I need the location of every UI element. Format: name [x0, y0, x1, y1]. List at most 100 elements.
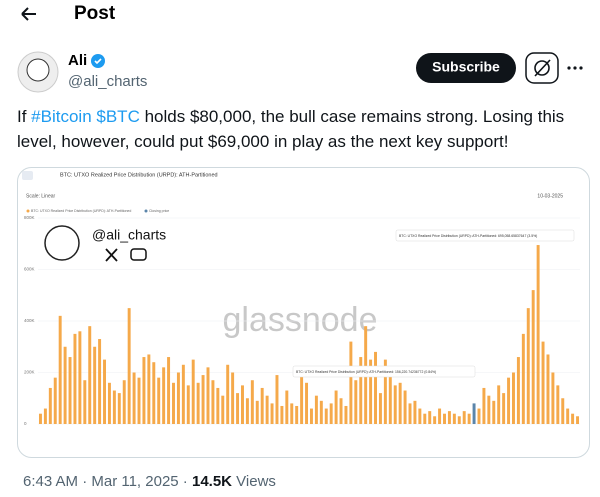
time: 6:43 AM · Mar 11, 2025 ·: [23, 473, 192, 490]
back-arrow[interactable]: [21, 7, 36, 21]
views: 14.5K: [192, 473, 232, 490]
bar: [467, 413, 471, 424]
bar: [369, 359, 373, 424]
bar: [556, 385, 560, 424]
bar: [477, 408, 481, 424]
bar: [112, 390, 116, 424]
bar: [216, 387, 220, 424]
bar: [319, 400, 323, 424]
bar: [117, 393, 121, 424]
bar: [221, 395, 225, 424]
bar: [309, 408, 313, 424]
bar: [561, 398, 565, 424]
legend-entry: BTC: UTXO Realized Price Distribution (U…: [31, 209, 131, 213]
scale-label: Scale: Linear: [26, 193, 56, 199]
bar: [378, 393, 382, 424]
bar: [93, 346, 97, 424]
bar: [226, 364, 230, 424]
bar: [472, 403, 476, 424]
bar: [551, 372, 555, 424]
bar: [206, 367, 210, 424]
legend-entry: Closing price: [149, 209, 169, 213]
bar: [531, 290, 535, 424]
subscribe-button[interactable]: [416, 53, 516, 83]
bar: [418, 408, 422, 424]
bar: [250, 380, 254, 424]
bar: [512, 372, 515, 424]
grok-slash: [534, 59, 551, 77]
bar: [83, 380, 87, 424]
views-label: Views: [232, 473, 276, 490]
bar: [211, 380, 215, 424]
bar: [181, 364, 185, 424]
bar: [482, 387, 486, 424]
bar: [127, 308, 131, 424]
bar: [255, 400, 259, 424]
date-label: 10-03-2025: [537, 193, 563, 199]
grok-icon: [534, 60, 550, 76]
bar: [157, 377, 161, 424]
bar: [142, 357, 146, 424]
overlay-handle: @ali_charts: [92, 227, 166, 243]
bar: [48, 387, 52, 424]
bar: [408, 403, 412, 424]
y-tick-label: 800K: [24, 215, 35, 220]
bar: [354, 380, 358, 424]
bar: [339, 398, 343, 424]
y-tick-label: 0: [24, 421, 27, 426]
bar: [349, 341, 353, 424]
bar: [383, 359, 387, 424]
y-tick-label: 600K: [24, 267, 35, 272]
header-title: Post: [74, 3, 116, 24]
bar: [576, 416, 580, 424]
avatar-face: [26, 58, 50, 82]
bar: [398, 382, 402, 424]
bar: [457, 416, 461, 424]
bar: [507, 377, 511, 424]
bar: [536, 245, 540, 424]
bar: [196, 382, 200, 424]
bar: [541, 341, 545, 424]
bar: [403, 390, 407, 424]
bar: [300, 372, 304, 424]
bar: [413, 400, 417, 424]
bar: [359, 357, 363, 424]
bar: [147, 354, 151, 424]
more-button[interactable]: [567, 66, 583, 70]
verified-check: [94, 58, 102, 65]
bar: [516, 357, 520, 424]
bar: [566, 408, 570, 424]
bar: [63, 346, 67, 424]
bar: [502, 393, 506, 424]
bar: [162, 367, 166, 424]
author-name[interactable]: Ali: [68, 52, 87, 69]
cashtag[interactable]: $BTC: [96, 107, 140, 126]
bar: [438, 408, 442, 424]
text: If: [17, 107, 32, 126]
bar: [53, 377, 57, 424]
bar: [285, 390, 289, 424]
y-tick-label: 400K: [24, 318, 35, 323]
bar: [329, 403, 333, 424]
author-handle[interactable]: @ali_charts: [68, 73, 147, 90]
bar: [462, 411, 466, 424]
subscribe-label: Subscribe: [432, 59, 500, 75]
hashtag[interactable]: #Bitcoin: [31, 107, 92, 126]
bar: [270, 403, 274, 424]
bar: [137, 377, 141, 424]
bar: [167, 357, 171, 424]
bar: [73, 333, 77, 424]
tooltip: [292, 365, 476, 378]
bar: [152, 362, 156, 424]
bar: [107, 382, 111, 424]
chart-icon: [22, 171, 33, 180]
bar: [443, 413, 446, 424]
bar: [452, 413, 456, 424]
bar: [447, 411, 451, 424]
bar: [88, 326, 92, 424]
tooltip-text: BTC: UTXO Realized Price Distribution (U…: [296, 370, 436, 374]
meme-face: [44, 225, 80, 261]
bar: [290, 403, 294, 424]
